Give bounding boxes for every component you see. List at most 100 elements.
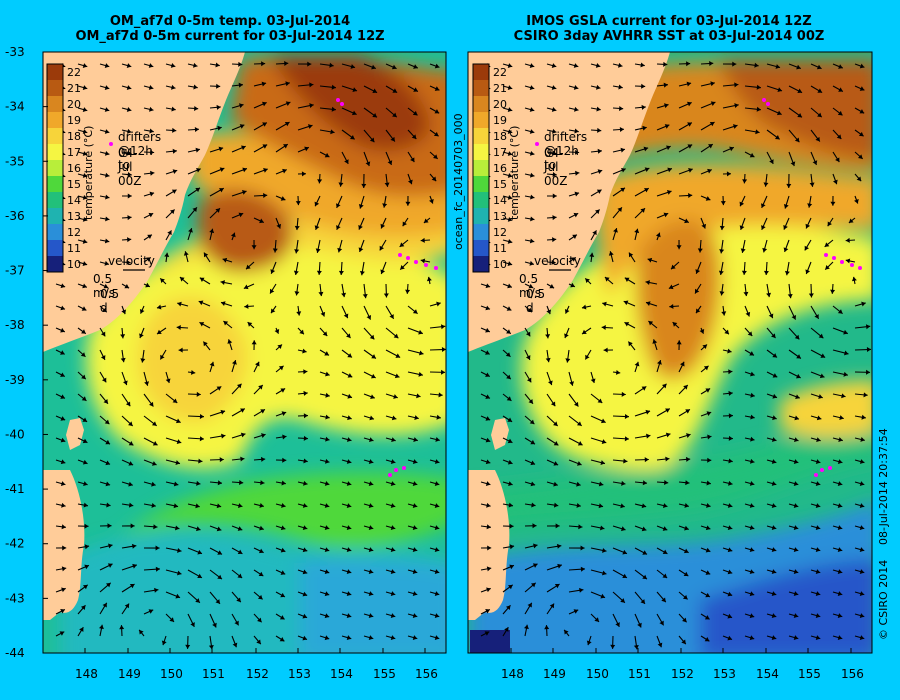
velocity-arrow-head <box>564 308 570 314</box>
velocity-arrow-head <box>683 571 689 577</box>
colorbar-swatch <box>47 240 63 256</box>
velocity-arrow-head <box>279 636 285 642</box>
velocity-arrow-head <box>574 106 579 112</box>
velocity-arrow-head <box>128 441 134 446</box>
velocity-arrow-head <box>192 207 197 213</box>
velocity-arrow-head <box>100 331 106 337</box>
velocity-arrow-head <box>440 369 446 375</box>
velocity-arrow-head <box>718 270 724 275</box>
velocity-arrow-head <box>575 170 580 176</box>
velocity-arrow-head <box>173 481 179 487</box>
velocity-arrow-head <box>705 388 711 393</box>
velocity-arrow-head <box>365 161 371 167</box>
velocity-arrow-head <box>833 179 838 185</box>
velocity-arrow-head <box>302 525 308 531</box>
velocity-arrow-head <box>529 260 534 266</box>
velocity-arrow-head <box>734 82 739 88</box>
velocity-arrow-head <box>573 63 579 68</box>
velocity-arrow-head <box>641 104 646 110</box>
velocity-arrow-head <box>551 107 557 112</box>
velocity-arrow-head <box>681 639 686 645</box>
velocity-arrow-head <box>507 261 513 266</box>
velocity-arrow-head <box>624 277 630 282</box>
velocity-arrow-head <box>420 237 425 243</box>
velocity-arrow-head <box>793 481 799 486</box>
velocity-arrow-head <box>859 635 865 640</box>
velocity-arrow-head <box>303 480 308 486</box>
velocity-arrow-head <box>732 124 738 129</box>
velocity-arrow-head <box>149 149 155 155</box>
velocity-arrow-head <box>368 569 374 574</box>
velocity-arrow-head <box>127 193 132 199</box>
colorbar-tick-label: 21 <box>67 82 81 95</box>
velocity-arrow-head <box>580 566 585 572</box>
velocity-arrow-head <box>259 525 264 531</box>
velocity-arrow-head <box>710 81 715 87</box>
velocity-arrow-head <box>637 622 642 628</box>
velocity-arrow-head <box>815 591 821 596</box>
velocity-arrow-head <box>280 547 286 553</box>
velocity-arrow-head <box>836 134 842 140</box>
velocity-arrow-head <box>196 480 201 486</box>
velocity-arrow-head <box>507 85 513 90</box>
velocity-arrow-head <box>322 331 328 337</box>
velocity-arrow-head <box>582 329 587 335</box>
velocity-arrow-head <box>608 251 614 256</box>
velocity-arrow-head <box>507 173 513 178</box>
velocity-arrow-head <box>844 350 849 356</box>
velocity-arrow-head <box>172 398 178 403</box>
velocity-arrow-head <box>865 324 871 330</box>
velocity-arrow-head <box>684 503 689 508</box>
velocity-arrow-head <box>280 592 285 598</box>
colorbars: 22 21 20 19 18 17 16 15 14 13 12 11 10 22 21 20 19 18 17 16… <box>46 63 571 273</box>
velocity-arrow-head <box>663 212 669 218</box>
velocity-arrow-head <box>739 201 745 207</box>
velocity-arrow-head <box>81 329 86 334</box>
velocity-arrow-head <box>485 283 491 289</box>
velocity-arrow-head <box>793 437 799 443</box>
left-longitude-tick-label: 148 <box>75 667 98 681</box>
velocity-arrow-head <box>623 300 629 306</box>
velocity-arrow-head <box>346 333 351 339</box>
velocity-arrow-head <box>412 591 418 596</box>
velocity-arrow-head <box>256 639 261 645</box>
colorbar-swatch <box>47 176 63 192</box>
velocity-arrow-head <box>750 436 755 442</box>
velocity-arrow-head <box>865 369 871 375</box>
velocity-arrow-head <box>727 348 732 354</box>
velocity-arrow-head <box>280 525 286 531</box>
velocity-arrow-head <box>127 237 132 243</box>
velocity-arrow-head <box>576 481 581 487</box>
velocity-arrow-head <box>728 480 733 486</box>
velocity-arrow-head <box>217 550 223 555</box>
velocity-arrow-head <box>232 642 238 648</box>
colorbar-tick-label: 22 <box>493 66 507 79</box>
velocity-arrow-head <box>530 460 536 466</box>
velocity-arrow-head <box>741 270 747 275</box>
velocity-arrow-head <box>346 503 352 508</box>
velocity-arrow-head <box>771 481 777 486</box>
velocity-arrow-head <box>506 396 512 401</box>
velocity-arrow-head <box>564 629 569 635</box>
velocity-arrow-head <box>528 283 534 289</box>
velocity-arrow-head <box>727 635 733 641</box>
velocity-arrow-head <box>61 566 67 572</box>
colorbar-tick-label: 19 <box>493 114 507 127</box>
velocity-arrow-head <box>242 167 247 173</box>
velocity-arrow-head <box>391 437 396 443</box>
velocity-arrow-head <box>621 391 626 397</box>
velocity-arrow-head <box>82 63 88 68</box>
velocity-arrow-head <box>610 644 616 649</box>
velocity-arrow-head <box>257 594 263 600</box>
velocity-arrow-head <box>750 414 755 420</box>
velocity-arrow-head <box>727 547 733 553</box>
velocity-arrow-head <box>815 635 821 640</box>
velocity-arrow-head <box>687 101 692 107</box>
velocity-arrow-head <box>602 301 607 307</box>
velocity-arrow-head <box>687 144 693 149</box>
velocity-arrow-head <box>390 459 396 464</box>
velocity-arrow-head <box>529 107 535 112</box>
velocity-arrow-head <box>507 417 513 422</box>
velocity-arrow-head <box>199 322 205 327</box>
velocity-arrow-head <box>546 309 552 315</box>
